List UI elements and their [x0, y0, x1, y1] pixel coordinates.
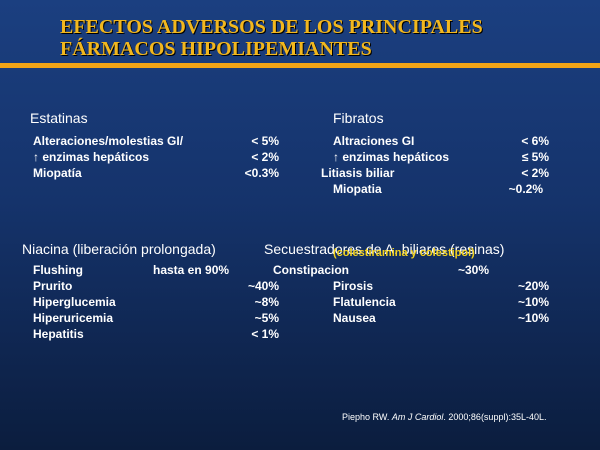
estatinas-row-label: Alteraciones/molestias GI/	[33, 134, 184, 148]
estatinas-row-value: < 2%	[251, 150, 279, 164]
fibratos-row-label: Altraciones GI	[333, 134, 415, 148]
fibratos-row-label: enzimas hepáticos	[342, 150, 450, 164]
estatinas-row-value: <0.3%	[244, 166, 279, 180]
citation-journal: Am J Cardiol	[391, 412, 444, 422]
fibratos-heading: Fibratos	[333, 110, 384, 126]
citation: Piepho RW. Am J Cardiol. 2000;86(suppl):…	[342, 412, 546, 422]
niacina-row-value: ~5%	[254, 311, 279, 325]
up-arrow-icon: ↑	[333, 150, 339, 164]
estatinas-row: Alteraciones/molestias GI/ < 5%	[33, 133, 279, 149]
fibratos-row-value: ≤ 5%	[521, 150, 549, 164]
niacina-row: Hepatitis < 1%	[33, 326, 279, 342]
citation-author: Piepho RW.	[342, 412, 390, 422]
secuestradores-row-label: Flatulencia	[333, 295, 396, 309]
niacina-row: Hiperglucemia ~8%	[33, 294, 279, 310]
secuestradores-row-label: Constipacion	[273, 263, 350, 277]
fibratos-row-value: < 2%	[521, 166, 549, 180]
niacina-row-value: < 1%	[251, 327, 279, 341]
niacina-row-label: Hiperuricemia	[33, 311, 114, 325]
estatinas-heading: Estatinas	[30, 110, 88, 126]
niacina-row-value: hasta en 90%	[153, 263, 230, 277]
fibratos-row-label: Litiasis biliar	[321, 166, 395, 180]
fibratos-row: ↑ enzimas hepáticos ≤ 5%	[333, 149, 549, 165]
slide-title-line-2: FÁRMACOS HIPOLIPEMIANTES	[60, 38, 372, 60]
estatinas-row-value: < 5%	[251, 134, 279, 148]
estatinas-row-label: Miopatía	[33, 166, 82, 180]
citation-details: . 2000;86(suppl):35L-40L.	[443, 412, 547, 422]
secuestradores-row-value: ~20%	[517, 279, 549, 293]
niacina-heading: Niacina (liberación prolongada)	[22, 241, 216, 257]
secuestradores-row: Flatulencia ~10%	[333, 294, 549, 310]
slide-title: EFECTOS ADVERSOS DE LOS PRINCIPALES FÁRM…	[60, 16, 483, 60]
niacina-row-value: ~8%	[254, 295, 279, 309]
secuestradores-heading: Secuestradores de A. biliares (resinas)	[264, 241, 505, 257]
niacina-row: Prurito ~40%	[33, 278, 279, 294]
niacina-row: Hiperuricemia ~5%	[33, 310, 279, 326]
secuestradores-row: Nausea ~10%	[333, 310, 549, 326]
title-rule	[0, 63, 600, 68]
fibratos-row-label: Miopatia	[333, 182, 382, 196]
fibratos-row: Altraciones GI < 6%	[333, 133, 549, 149]
fibratos-row-value: ~0.2%	[508, 182, 543, 196]
secuestradores-row-label: Nausea	[333, 311, 376, 325]
secuestradores-row-value: ~10%	[517, 311, 549, 325]
secuestradores-row: Constipacion ~30%	[273, 262, 489, 278]
estatinas-row: ↑ enzimas hepáticos < 2%	[33, 149, 279, 165]
niacina-row-value: ~40%	[247, 279, 279, 293]
niacina-row: Flushing hasta en 90%	[33, 262, 279, 278]
niacina-row-label: Prurito	[33, 279, 73, 293]
fibratos-row: Miopatia ~0.2%	[333, 181, 543, 197]
estatinas-row-label: enzimas hepáticos	[42, 150, 150, 164]
estatinas-row: Miopatía <0.3%	[33, 165, 279, 181]
niacina-row-label: Hiperglucemia	[33, 295, 116, 309]
secuestradores-row-value: ~10%	[517, 295, 549, 309]
fibratos-row: Litiasis biliar < 2%	[321, 165, 549, 181]
secuestradores-row-label: Pirosis	[333, 279, 374, 293]
secuestradores-row: Pirosis ~20%	[333, 278, 549, 294]
up-arrow-icon: ↑	[33, 150, 39, 164]
slide-title-line-1: EFECTOS ADVERSOS DE LOS PRINCIPALES	[60, 16, 483, 38]
niacina-row-label: Hepatitis	[33, 327, 84, 341]
niacina-row-label: Flushing	[33, 263, 83, 277]
fibratos-row-value: < 6%	[521, 134, 549, 148]
secuestradores-row-value: ~30%	[457, 263, 489, 277]
secuestradores-subheading: (colestiramina y colestipol)	[333, 247, 475, 259]
